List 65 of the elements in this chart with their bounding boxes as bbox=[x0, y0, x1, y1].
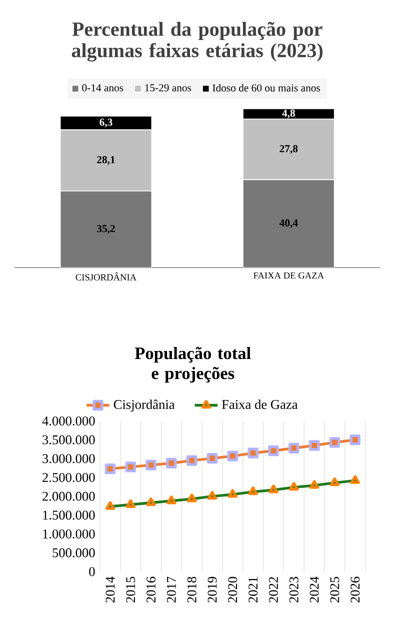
point bbox=[330, 477, 340, 486]
x-tick-label: 2025 bbox=[330, 576, 340, 602]
data-label: 6,3 bbox=[100, 118, 112, 128]
y-tick-label: 1.000.000 bbox=[43, 529, 95, 539]
x-tick-label: 2016 bbox=[146, 576, 156, 602]
point bbox=[126, 499, 136, 508]
point bbox=[207, 490, 218, 500]
data-label: 28,1 bbox=[97, 156, 115, 165]
legend-label: Faixa de Gaza bbox=[222, 400, 298, 409]
chart-title: População total e projeções bbox=[134, 346, 251, 383]
y-tick-label: 500.000 bbox=[52, 548, 95, 558]
x-tick-label: 2026 bbox=[350, 576, 360, 602]
x-tick-label: 2021 bbox=[248, 577, 258, 602]
point bbox=[105, 501, 115, 510]
legend-label: 0-14 anos bbox=[82, 84, 124, 92]
x-tick-label: 2018 bbox=[187, 576, 196, 602]
x-tick-label: FAIXA DE GAZA bbox=[254, 272, 324, 279]
y-tick-label: 2.000.000 bbox=[42, 492, 95, 501]
data-label: 4,8 bbox=[282, 110, 295, 118]
x-tick-label: 2022 bbox=[268, 577, 278, 602]
data-label: 40,4 bbox=[279, 219, 298, 228]
bar bbox=[60, 190, 152, 268]
point bbox=[146, 460, 156, 470]
point bbox=[310, 480, 320, 489]
point bbox=[350, 475, 360, 484]
bar bbox=[242, 179, 335, 268]
point bbox=[186, 455, 198, 466]
x-tick-label: 2014 bbox=[106, 576, 115, 602]
x-tick-label: 2017 bbox=[166, 576, 176, 602]
x-tick-label: 2024 bbox=[310, 576, 319, 602]
legend-label: Idoso de 60 ou mais anos bbox=[212, 84, 320, 92]
data-label: 35,2 bbox=[97, 224, 115, 234]
x-tick-label: 2023 bbox=[289, 576, 298, 602]
point bbox=[248, 448, 258, 458]
point bbox=[187, 494, 197, 502]
point bbox=[350, 434, 360, 446]
point bbox=[206, 452, 218, 464]
data-label: 27,8 bbox=[280, 145, 298, 154]
y-tick-label: 1.500.000 bbox=[43, 510, 95, 520]
point bbox=[268, 445, 279, 456]
point bbox=[166, 496, 176, 504]
point bbox=[228, 489, 238, 498]
point bbox=[308, 440, 320, 451]
point bbox=[227, 450, 238, 462]
x-tick-label: 2015 bbox=[126, 576, 136, 602]
y-tick-label: 4.000.000 bbox=[42, 416, 95, 426]
legend-label: Cisjordânia bbox=[114, 400, 175, 412]
y-tick-label: 3.500.000 bbox=[42, 435, 95, 444]
point bbox=[289, 482, 299, 491]
point bbox=[125, 462, 136, 472]
x-tick-label: 2020 bbox=[228, 576, 238, 602]
y-tick-label: 0 bbox=[89, 567, 95, 576]
legend-label: 15-29 anos bbox=[145, 84, 192, 92]
point bbox=[166, 458, 177, 469]
point bbox=[288, 442, 300, 454]
y-tick-label: 3.000.000 bbox=[42, 454, 95, 464]
x-tick-label: 2019 bbox=[208, 576, 217, 602]
point bbox=[104, 464, 116, 474]
point bbox=[248, 486, 258, 496]
chart-title: Percentual da população por algumas faixas etárias (2023) bbox=[72, 22, 323, 62]
x-tick-label: CISJORDÂNIA bbox=[76, 272, 137, 280]
y-tick-label: 2.500.000 bbox=[42, 472, 95, 482]
point bbox=[268, 484, 278, 494]
point bbox=[146, 497, 156, 506]
point bbox=[329, 437, 340, 448]
